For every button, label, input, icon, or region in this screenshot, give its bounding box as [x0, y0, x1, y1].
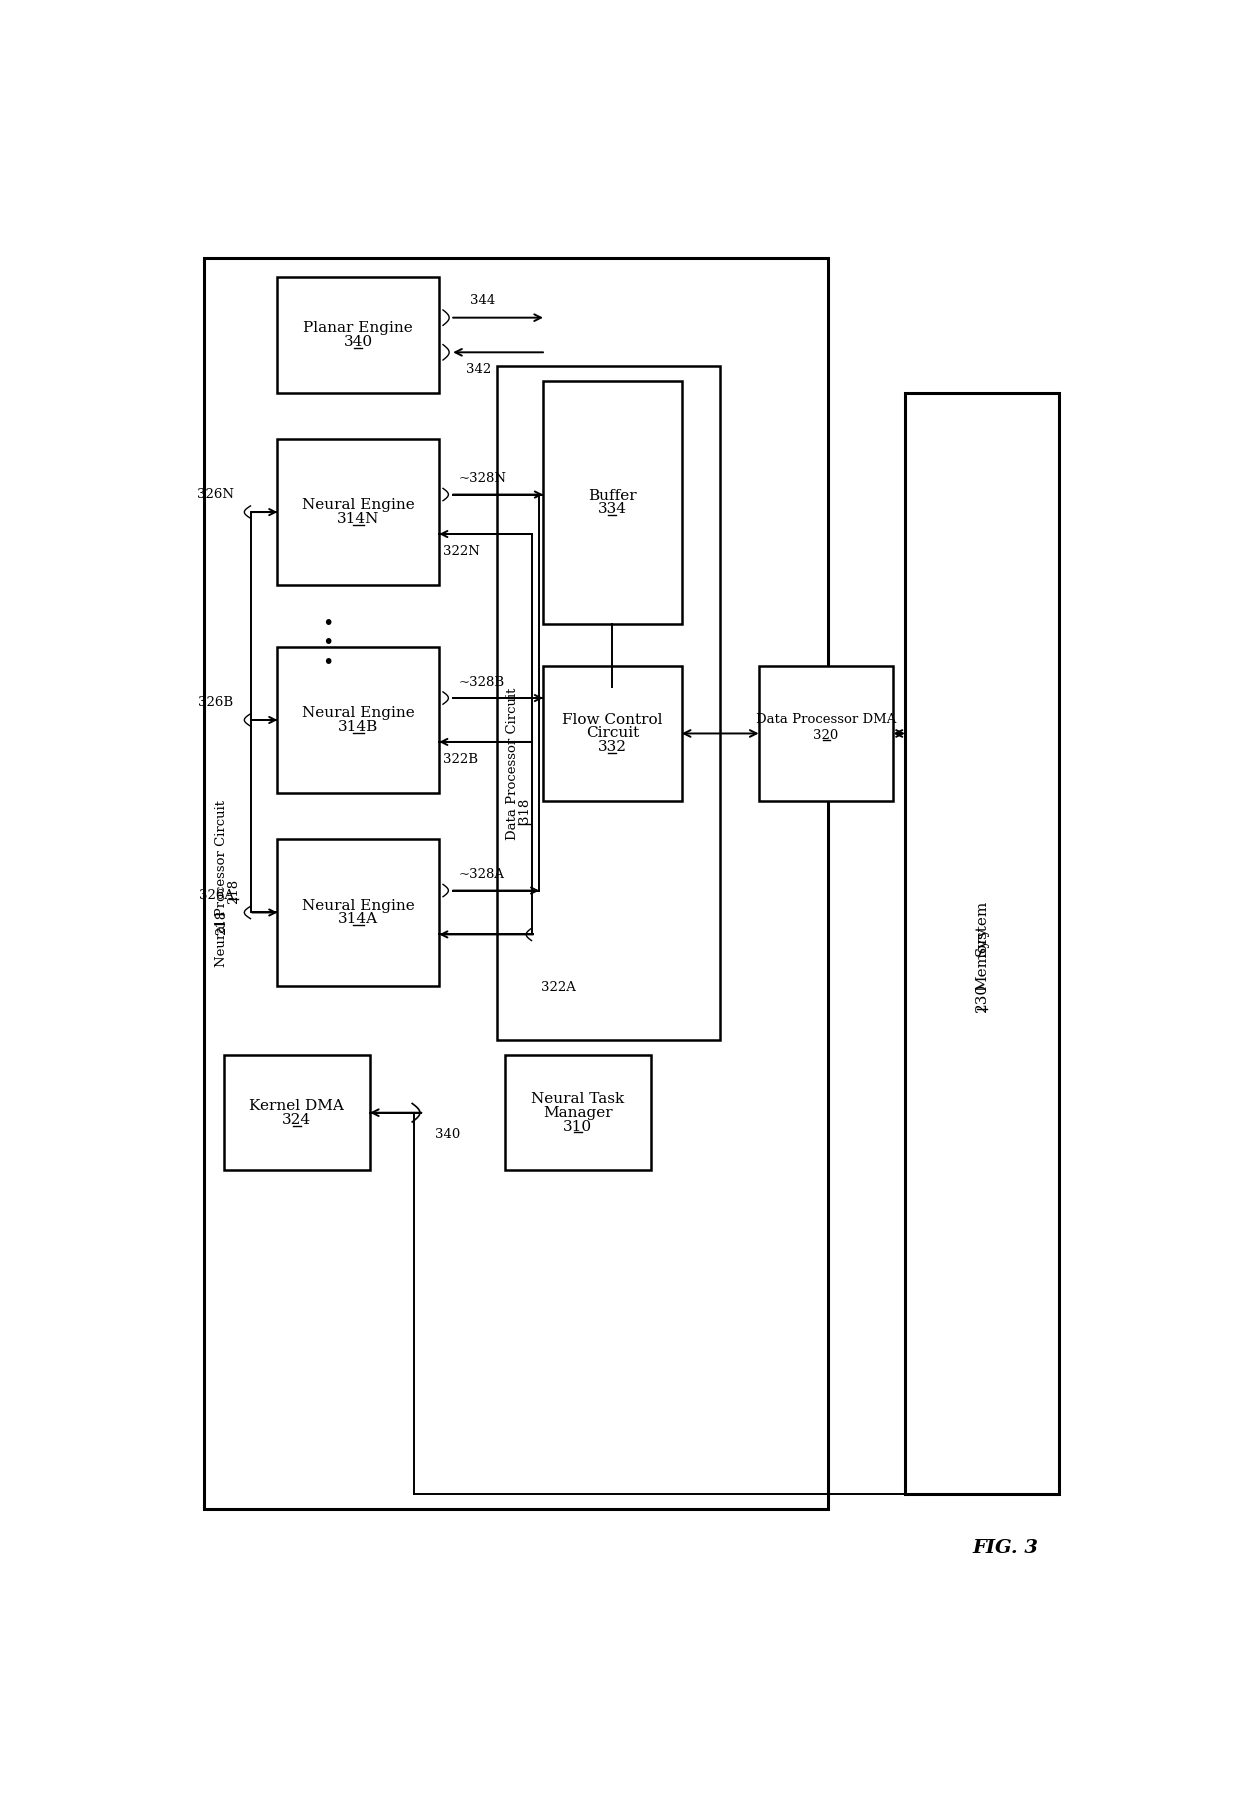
- Bar: [497, 367, 720, 1039]
- Text: 334: 334: [598, 503, 627, 516]
- Text: Neural Task: Neural Task: [531, 1093, 625, 1105]
- Bar: [278, 438, 439, 586]
- Text: 314N: 314N: [337, 512, 379, 527]
- Text: 320: 320: [813, 728, 838, 742]
- Text: 314A: 314A: [339, 913, 378, 927]
- Text: Memory: Memory: [975, 927, 990, 990]
- Text: Kernel DMA: Kernel DMA: [249, 1098, 345, 1112]
- Text: ~328N: ~328N: [459, 473, 506, 485]
- Text: 322N: 322N: [443, 544, 480, 557]
- Text: ~328A: ~328A: [459, 868, 505, 881]
- Text: ~328B: ~328B: [459, 676, 505, 688]
- Text: Circuit: Circuit: [585, 726, 639, 740]
- Bar: [543, 667, 682, 801]
- Text: Data Processor Circuit: Data Processor Circuit: [506, 688, 518, 841]
- Text: 318: 318: [518, 798, 531, 823]
- Text: 342: 342: [466, 363, 491, 376]
- Text: 326A: 326A: [198, 890, 233, 902]
- Text: Neural Engine: Neural Engine: [301, 498, 414, 512]
- Bar: [278, 277, 439, 394]
- Text: Planar Engine: Planar Engine: [304, 322, 413, 334]
- Text: •: •: [322, 615, 334, 633]
- Text: 218: 218: [215, 909, 228, 934]
- Text: •: •: [322, 652, 334, 672]
- Bar: [543, 381, 682, 624]
- Text: Neural Engine: Neural Engine: [301, 898, 414, 913]
- Text: FIG. 3: FIG. 3: [972, 1538, 1038, 1556]
- Text: 326B: 326B: [198, 695, 233, 710]
- Text: •: •: [322, 634, 334, 652]
- Text: 326N: 326N: [197, 489, 233, 501]
- Bar: [223, 1055, 370, 1170]
- Text: Buffer: Buffer: [588, 489, 636, 503]
- Bar: [278, 647, 439, 792]
- Text: 324: 324: [283, 1112, 311, 1127]
- Text: Neural Processor Circuit: Neural Processor Circuit: [215, 800, 228, 967]
- Text: 340: 340: [435, 1129, 460, 1141]
- Bar: [278, 839, 439, 985]
- Text: Manager: Manager: [543, 1105, 613, 1120]
- Text: Neural Engine: Neural Engine: [301, 706, 414, 721]
- Text: 340: 340: [343, 334, 373, 349]
- Text: 230: 230: [975, 983, 990, 1012]
- Text: 344: 344: [470, 295, 495, 307]
- Text: System: System: [975, 900, 990, 956]
- Bar: [205, 259, 828, 1509]
- Text: 322A: 322A: [541, 981, 575, 994]
- Text: Flow Control: Flow Control: [562, 713, 662, 726]
- Text: Data Processor DMA: Data Processor DMA: [756, 713, 897, 726]
- Text: 314B: 314B: [339, 721, 378, 733]
- Text: 218: 218: [227, 879, 241, 904]
- Bar: [505, 1055, 651, 1170]
- Text: 310: 310: [563, 1120, 593, 1134]
- Bar: [759, 667, 894, 801]
- Text: 332: 332: [598, 740, 627, 755]
- Bar: [905, 394, 1059, 1493]
- Text: 322B: 322B: [443, 753, 477, 766]
